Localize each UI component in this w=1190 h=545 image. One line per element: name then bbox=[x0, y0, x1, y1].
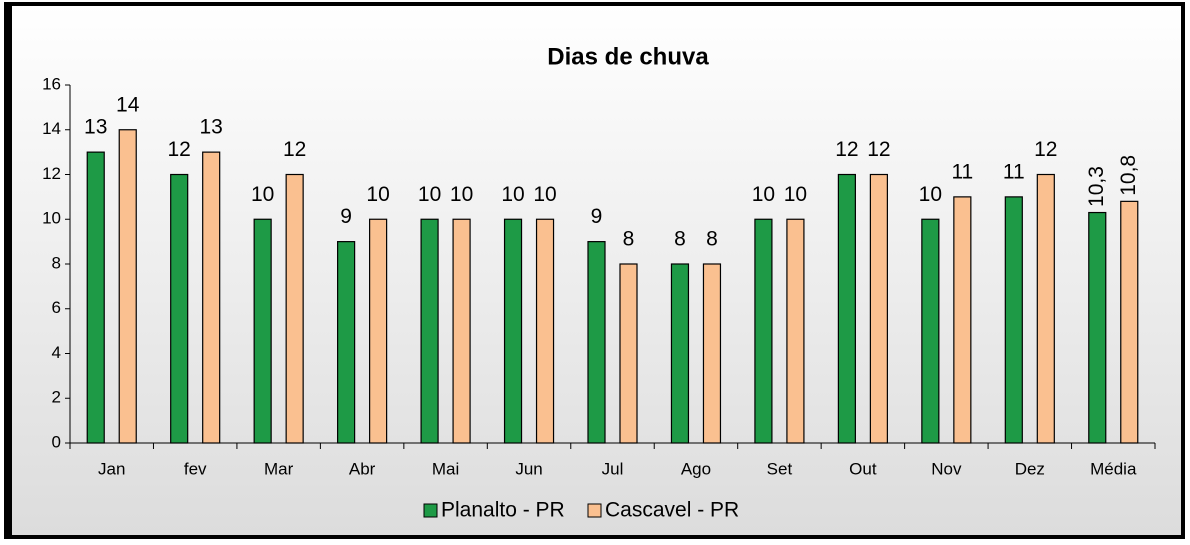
value-label: 10 bbox=[251, 183, 274, 206]
x-tick-label: Ago bbox=[681, 459, 711, 478]
bar bbox=[1088, 211, 1107, 444]
bar bbox=[337, 241, 356, 444]
x-tick-label: Set bbox=[767, 459, 793, 478]
x-tick-label: Abr bbox=[349, 459, 376, 478]
y-tick-label: 6 bbox=[52, 298, 61, 317]
x-tick-label: Out bbox=[849, 459, 877, 478]
value-label: 10 bbox=[366, 183, 389, 206]
value-label: 10 bbox=[784, 183, 807, 206]
value-label: 10,8 bbox=[1117, 155, 1140, 196]
chart-title: Dias de chuva bbox=[547, 43, 709, 70]
x-tick-label: Jan bbox=[98, 459, 125, 478]
value-label: 12 bbox=[168, 138, 191, 161]
legend-label: Planalto - PR bbox=[441, 499, 565, 522]
bar bbox=[452, 218, 471, 444]
bar bbox=[253, 218, 272, 444]
bar bbox=[1120, 200, 1139, 444]
bar bbox=[86, 151, 105, 444]
bar bbox=[921, 218, 940, 444]
bar bbox=[170, 173, 189, 444]
value-label: 8 bbox=[623, 228, 635, 251]
bar bbox=[369, 218, 388, 444]
legend-swatch bbox=[587, 503, 602, 518]
value-label: 9 bbox=[340, 205, 352, 228]
y-tick-label: 12 bbox=[42, 164, 61, 183]
y-tick-label: 14 bbox=[42, 119, 61, 138]
value-label: 8 bbox=[706, 228, 718, 251]
value-label: 10 bbox=[501, 183, 524, 206]
x-tick-label: Dez bbox=[1015, 459, 1045, 478]
bar bbox=[535, 218, 555, 444]
value-label: 12 bbox=[835, 138, 858, 161]
bar bbox=[619, 263, 638, 444]
value-label: 12 bbox=[867, 138, 890, 161]
x-tick-label: Jun bbox=[515, 459, 542, 478]
y-tick-label: 0 bbox=[52, 432, 61, 451]
y-tick-label: 16 bbox=[42, 74, 61, 93]
x-tick-label: Nov bbox=[931, 459, 962, 478]
bar bbox=[953, 196, 972, 444]
x-tick-label: fev bbox=[184, 459, 207, 478]
legend-label: Cascavel - PR bbox=[605, 499, 739, 522]
bar bbox=[670, 263, 690, 444]
value-label: 11 bbox=[951, 160, 973, 183]
value-label: 10,3 bbox=[1085, 166, 1108, 207]
x-tick-label: Média bbox=[1090, 459, 1137, 478]
y-tick-label: 2 bbox=[52, 388, 61, 407]
value-label: 14 bbox=[116, 93, 140, 116]
legend-swatch bbox=[423, 503, 438, 518]
value-label: 10 bbox=[418, 183, 441, 206]
bar bbox=[202, 151, 221, 444]
bar bbox=[786, 218, 805, 444]
value-label: 13 bbox=[200, 116, 223, 139]
value-label: 12 bbox=[1034, 138, 1057, 161]
value-label: 11 bbox=[1003, 160, 1025, 183]
x-tick-label: Mar bbox=[264, 459, 294, 478]
value-label: 10 bbox=[919, 183, 942, 206]
bar bbox=[420, 218, 439, 444]
bar bbox=[754, 218, 773, 444]
y-tick-label: 10 bbox=[42, 209, 61, 228]
value-label: 8 bbox=[674, 228, 686, 251]
bar bbox=[702, 263, 722, 444]
bar bbox=[1036, 173, 1055, 444]
bar bbox=[118, 129, 137, 444]
bar bbox=[1004, 196, 1023, 444]
value-label: 10 bbox=[533, 183, 556, 206]
bar bbox=[587, 241, 606, 444]
value-label: 10 bbox=[752, 183, 775, 206]
bar bbox=[503, 218, 523, 444]
value-label: 13 bbox=[84, 116, 107, 139]
value-label: 10 bbox=[450, 183, 473, 206]
x-tick-label: Mai bbox=[432, 459, 459, 478]
y-tick-label: 4 bbox=[52, 343, 61, 362]
bar bbox=[837, 173, 856, 444]
bar bbox=[869, 173, 888, 444]
value-label: 9 bbox=[591, 205, 603, 228]
value-label: 12 bbox=[283, 138, 306, 161]
x-tick-label: Jul bbox=[602, 459, 624, 478]
y-tick-label: 8 bbox=[52, 253, 61, 272]
bar bbox=[285, 173, 304, 444]
